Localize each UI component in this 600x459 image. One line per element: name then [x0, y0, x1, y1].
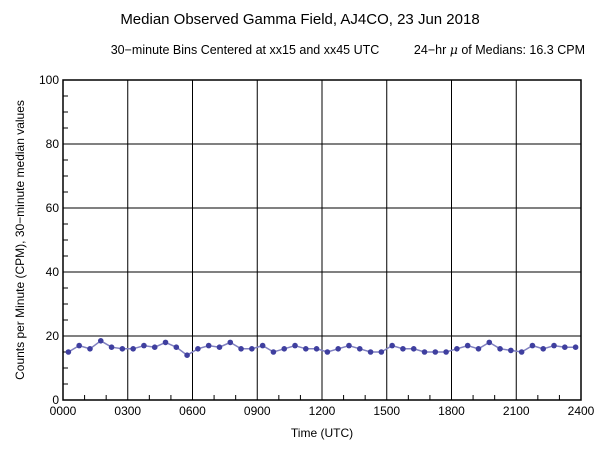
ticks: 0000 0300 0600 0900 1200 1500 1800 2100 2400 0 20 4… — [39, 73, 595, 418]
x-tick-label: 2400 — [568, 404, 595, 418]
data-point — [270, 349, 277, 355]
data-point — [421, 349, 428, 355]
chart-title: Median Observed Gamma Field, AJ4CO, 23 J… — [120, 11, 479, 28]
x-tick-label: 0300 — [114, 404, 141, 418]
data-point — [475, 346, 482, 352]
data-point — [378, 349, 385, 355]
data-point — [518, 349, 525, 355]
plot-frame — [62, 79, 582, 401]
data-point — [292, 342, 298, 349]
x-axis-label: Time (UTC) — [291, 426, 353, 440]
y-tick-label: 60 — [46, 201, 60, 215]
data-point — [443, 349, 449, 355]
data-point — [173, 344, 180, 351]
data-point — [97, 338, 104, 344]
data-point — [87, 346, 93, 352]
data-point — [151, 344, 158, 351]
data-point — [497, 346, 503, 352]
data-point — [335, 346, 341, 352]
chart-subtitle-mean: 24−hr μ of Medians: 16.3 CPM — [414, 42, 585, 57]
data-point — [356, 346, 363, 352]
data-point — [249, 346, 255, 352]
y-tick-label: 80 — [46, 137, 60, 151]
data-point — [227, 339, 234, 346]
data-point — [195, 346, 201, 352]
data-point — [562, 344, 568, 351]
x-tick-label: 0000 — [50, 404, 77, 418]
data-point — [130, 346, 136, 352]
x-tick-label: 0600 — [179, 404, 206, 418]
data-point — [205, 342, 212, 349]
x-tick-label: 1200 — [309, 404, 336, 418]
data-point — [572, 344, 579, 351]
data-point — [454, 346, 460, 352]
data-point — [551, 342, 557, 349]
data-point — [508, 347, 514, 354]
data-point — [367, 349, 374, 355]
data-point — [119, 346, 126, 352]
data-point — [141, 342, 147, 349]
series — [65, 338, 579, 359]
y-tick-label: 100 — [39, 73, 59, 87]
x-tick-label: 1500 — [373, 404, 400, 418]
data-point — [540, 346, 547, 352]
data-point — [529, 342, 536, 349]
data-point — [238, 346, 244, 352]
data-point — [259, 342, 266, 349]
y-axis-label: Counts per Minute (CPM), 30−minute media… — [13, 100, 27, 380]
data-point — [303, 346, 309, 352]
grid — [63, 80, 581, 400]
data-point — [65, 349, 72, 355]
data-point — [464, 342, 471, 349]
data-point — [486, 339, 493, 346]
data-point — [184, 352, 190, 359]
data-point — [389, 342, 395, 349]
x-tick-label: 2100 — [503, 404, 530, 418]
data-point — [432, 349, 439, 355]
data-point — [313, 346, 320, 352]
data-point — [216, 344, 223, 351]
data-point — [346, 342, 352, 349]
data-point — [108, 344, 115, 351]
x-tick-label: 1800 — [438, 404, 465, 418]
y-tick-label: 20 — [46, 329, 60, 343]
chart-subtitle-bins: 30−minute Bins Centered at xx15 and xx45… — [111, 43, 380, 57]
y-tick-label: 0 — [52, 393, 59, 407]
data-point — [162, 339, 169, 346]
data-point — [281, 346, 288, 352]
x-tick-label: 0900 — [244, 404, 271, 418]
data-point — [400, 346, 406, 352]
data-point — [76, 342, 82, 349]
data-point — [324, 349, 331, 355]
data-point — [410, 346, 417, 352]
y-tick-label: 40 — [46, 265, 60, 279]
